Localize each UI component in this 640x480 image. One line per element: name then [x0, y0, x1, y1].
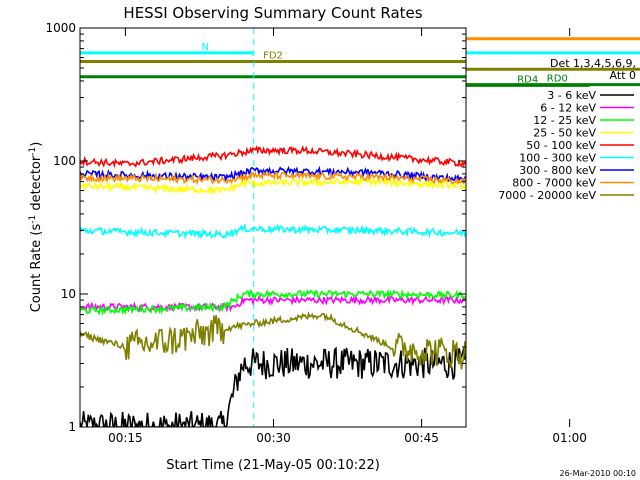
y-tick-label: 10: [61, 287, 76, 301]
legend-entry-label: 25 - 50 keV: [533, 127, 596, 140]
y-axis-label-sup1: -1: [28, 215, 38, 224]
observing-mode-bars: NSFD2FD3RD0RD4: [80, 37, 640, 87]
legend-entry-label: 6 - 12 keV: [540, 102, 596, 115]
x-axis-label: Start Time (21-May-05 00:10:22): [166, 458, 380, 473]
y-axis-label-sup2: -1: [28, 147, 38, 156]
y-axis-label-end: ): [29, 142, 44, 147]
mode-label-fd2: FD2: [263, 50, 283, 61]
mode-label-n: N: [201, 42, 208, 53]
series-line-3: [80, 176, 466, 196]
legend-entry-label: 7000 - 20000 keV: [498, 189, 596, 202]
mode-label-rd4: RD4: [517, 74, 538, 85]
series-line-0: [80, 346, 466, 427]
y-tick-label: 100: [53, 154, 76, 168]
x-tick-label: 00:45: [404, 431, 439, 445]
legend-entry-label: 50 - 100 keV: [526, 139, 596, 152]
legend-entry-label: 100 - 300 keV: [519, 152, 596, 165]
x-tick-label: 00:30: [256, 431, 291, 445]
series-line-4: [80, 145, 466, 169]
legend-entry-label: 3 - 6 keV: [547, 89, 596, 102]
series-line-8: [80, 311, 466, 370]
axis-ticks: 110100100000:1500:3000:4501:0001:1501:30…: [45, 21, 587, 445]
legend-header-line-2: Att 0: [610, 69, 636, 82]
x-tick-label: 00:15: [108, 431, 143, 445]
legend-entry-label: 12 - 25 keV: [533, 114, 596, 127]
y-axis-label: Count Rate (s-1 detector-1): [28, 142, 44, 313]
legend-header-line-1: Det 1,3,4,5,6,9,: [550, 57, 636, 70]
y-axis-label-mid: detector: [29, 155, 44, 215]
series-line-1: [80, 294, 466, 313]
x-tick-label: 01:00: [552, 431, 587, 445]
chart-title: HESSI Observing Summary Count Rates: [123, 4, 422, 22]
series-lines: [80, 145, 466, 427]
y-tick-label: 1000: [45, 21, 76, 35]
series-line-7: [80, 170, 466, 186]
y-axis-label-main: Count Rate (s: [29, 224, 44, 313]
series-line-6: [80, 165, 466, 185]
series-line-2: [80, 288, 466, 316]
mode-label-rd0: RD0: [547, 74, 568, 85]
y-tick-label: 1: [68, 420, 76, 434]
series-line-5: [80, 223, 466, 240]
footer-timestamp: 26-Mar-2010 00:10: [560, 469, 637, 478]
legend-entry-label: 300 - 800 keV: [519, 164, 596, 177]
legend-entry-label: 800 - 7000 keV: [512, 177, 596, 190]
